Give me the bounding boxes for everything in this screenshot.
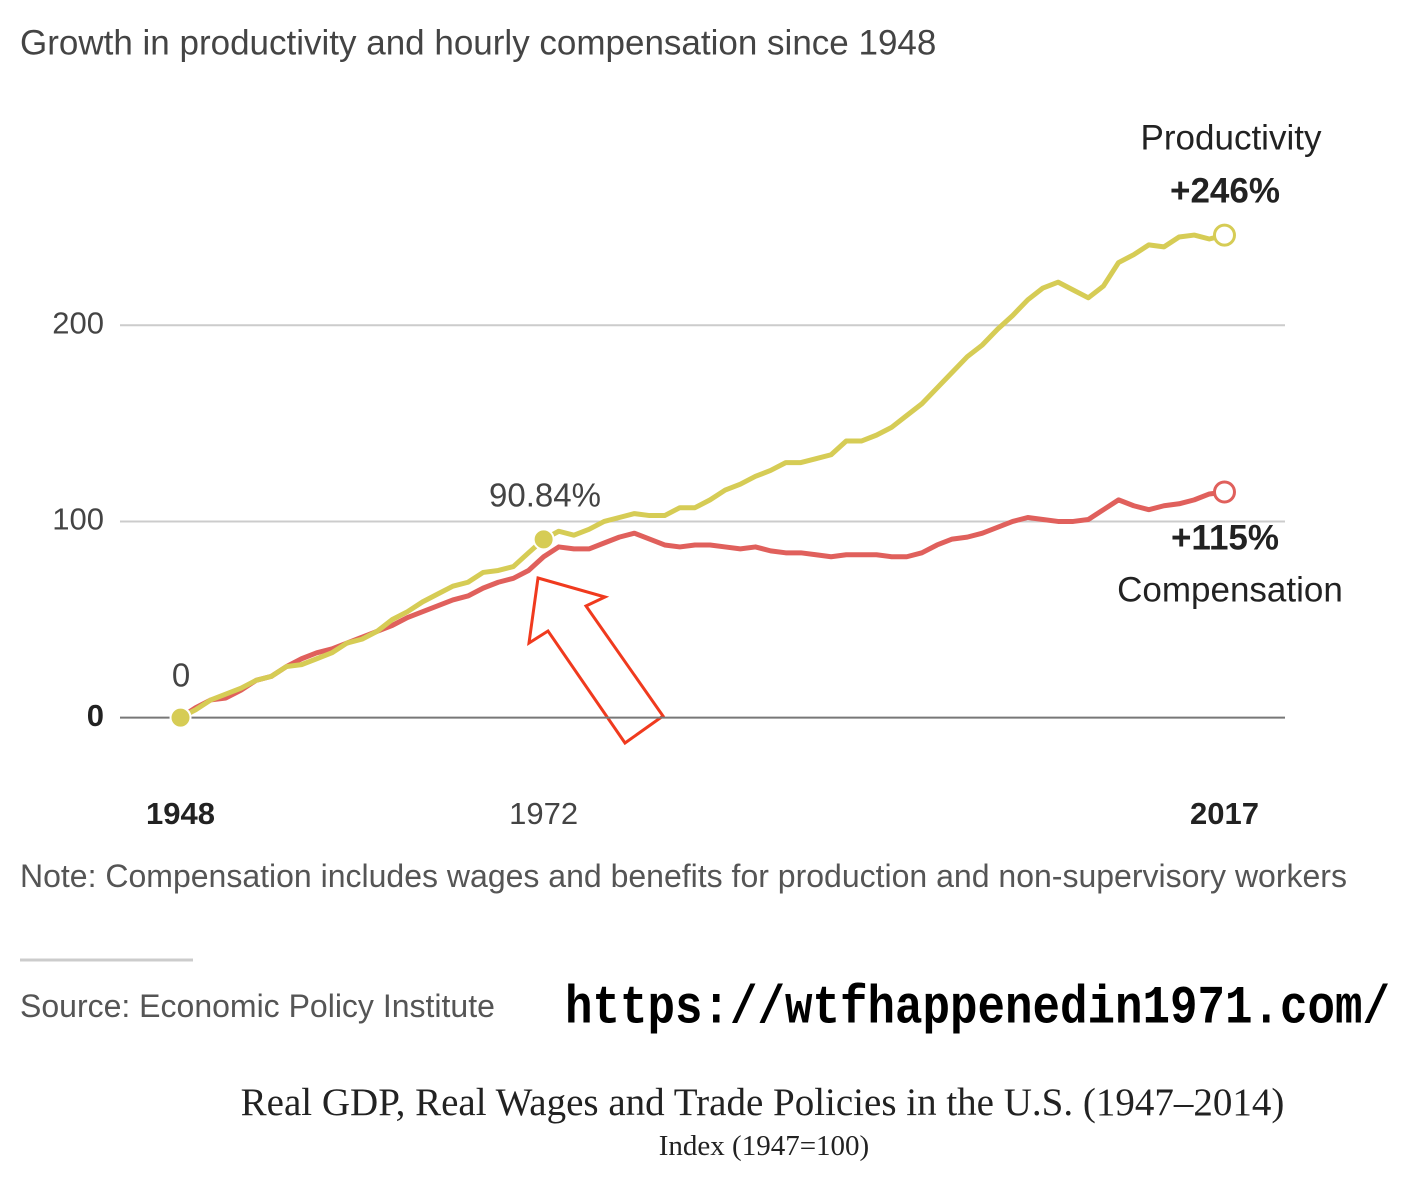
source: Source: Economic Policy Institute	[20, 988, 495, 1024]
x-tick-label: 1948	[146, 796, 215, 831]
line	[179, 232, 1226, 720]
y-tick-label: 100	[52, 502, 104, 537]
point-marker	[532, 528, 555, 551]
line	[179, 489, 1225, 720]
annotation: 0	[172, 657, 190, 694]
chart-title: Growth in productivity and hourly compen…	[20, 23, 936, 62]
footer-title: Real GDP, Real Wages and Trade Policies …	[240, 1081, 1285, 1124]
y-tick-label: 200	[52, 305, 104, 340]
x-tick-label: 2017	[1190, 796, 1259, 831]
end-marker	[1212, 480, 1236, 504]
x-tick-label: 1972	[509, 796, 578, 831]
arrow	[527, 576, 666, 746]
annotation: +246%	[1170, 171, 1280, 210]
point-marker	[169, 706, 192, 729]
footer-subtitle: Index (1947=100)	[658, 1130, 870, 1162]
legend-label: Compensation	[1117, 570, 1343, 609]
annotation: +115%	[1171, 518, 1279, 557]
watermark: https://wtfhappenedin1971.com/	[565, 978, 1390, 1039]
end-marker	[1212, 223, 1236, 247]
y-tick-label: 0	[87, 698, 104, 733]
note: Note: Compensation includes wages and be…	[20, 858, 1347, 894]
legend-label: Productivity	[1141, 118, 1322, 157]
annotation: 90.84%	[489, 477, 601, 514]
